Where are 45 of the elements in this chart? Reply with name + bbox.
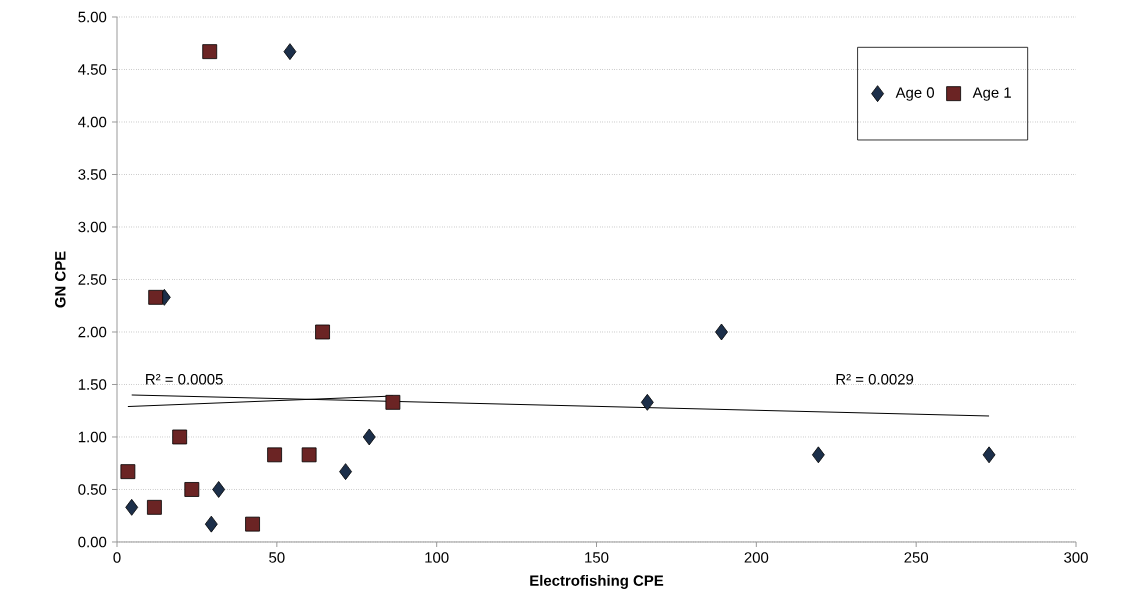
y-tick-label: 3.50 (78, 169, 107, 180)
x-tick-label: 100 (425, 552, 449, 563)
y-tick-label: 4.50 (78, 64, 107, 75)
point (385, 394, 401, 410)
x-tick-label: 200 (744, 552, 769, 563)
point (811, 446, 825, 464)
y-tick-label: 4.00 (78, 116, 107, 128)
x-tick-label: 150 (585, 552, 609, 563)
x-tick-label: 300 (1064, 552, 1088, 563)
point (245, 516, 260, 532)
point (172, 429, 188, 445)
x-tick-label: 50 (269, 552, 285, 563)
y-axis-title: GN CPE (55, 251, 66, 308)
x-tick-label: 0 (113, 552, 121, 563)
point (120, 464, 136, 480)
annotation: R² = 0.0005 (146, 373, 223, 385)
point (315, 324, 330, 340)
point (301, 447, 317, 463)
point (184, 482, 200, 497)
y-tick-label: 1.50 (78, 379, 107, 390)
y-tick-label: 2.00 (78, 326, 107, 338)
point (148, 289, 164, 305)
y-tick-label: 0.50 (78, 484, 107, 495)
point (147, 499, 162, 515)
y-tick-label: 0.00 (78, 536, 107, 548)
point (715, 323, 728, 341)
y-tick-label: 2.50 (78, 274, 107, 285)
annotation: R² = 0.0029 (836, 373, 914, 385)
x-axis-title: Electrofishing CPE (530, 574, 664, 589)
point (362, 428, 376, 446)
point (267, 447, 283, 463)
legend-label: Age 1 (972, 87, 1011, 101)
point (212, 481, 226, 498)
y-tick-label: 5.00 (78, 11, 107, 23)
point (125, 498, 139, 516)
x-tick-label: 250 (904, 552, 929, 563)
point (204, 515, 218, 533)
point (339, 463, 352, 481)
point (982, 446, 996, 464)
y-tick-label: 1.00 (78, 431, 107, 443)
point (283, 43, 297, 61)
point (640, 393, 654, 411)
point (202, 44, 218, 60)
y-tick-label: 3.00 (78, 221, 107, 233)
legend-label: Age 0 (895, 87, 935, 101)
